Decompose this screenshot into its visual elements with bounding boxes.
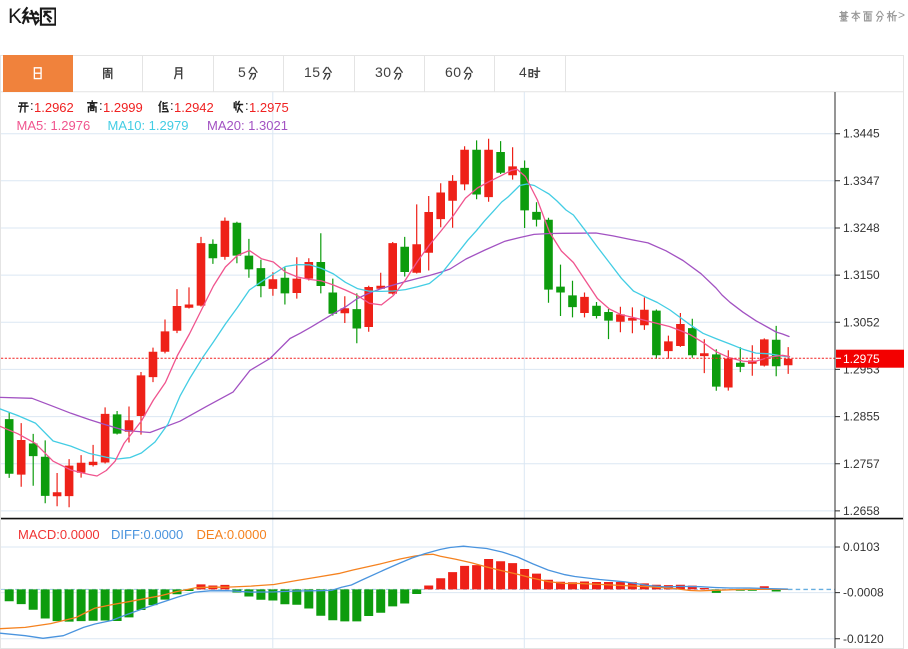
svg-text:>: > [898, 9, 905, 22]
svg-text:5: 5 [238, 65, 246, 80]
svg-text:-0.0120: -0.0120 [843, 632, 884, 646]
svg-text::: : [170, 99, 174, 113]
svg-text:1.2658: 1.2658 [843, 504, 880, 518]
svg-text:1.2855: 1.2855 [843, 410, 880, 424]
svg-text:K: K [8, 5, 22, 28]
svg-text::: : [245, 99, 249, 113]
svg-text:5: 5 [312, 65, 320, 80]
svg-text:1.3347: 1.3347 [843, 174, 880, 188]
svg-text:4: 4 [519, 65, 527, 80]
svg-text:6: 6 [445, 65, 453, 80]
svg-text:-0.0008: -0.0008 [843, 586, 884, 600]
svg-text:1.3150: 1.3150 [843, 268, 880, 282]
svg-text::: : [99, 99, 103, 113]
svg-text:1.3248: 1.3248 [843, 221, 880, 235]
svg-text:3: 3 [375, 65, 383, 80]
svg-text::: : [30, 99, 34, 113]
svg-text:1.3445: 1.3445 [843, 127, 880, 141]
svg-text:1.3052: 1.3052 [843, 315, 880, 329]
svg-text:0: 0 [383, 65, 391, 80]
svg-text:0.0103: 0.0103 [843, 540, 880, 554]
svg-text:1.2975: 1.2975 [843, 352, 880, 366]
svg-text:1: 1 [304, 65, 312, 80]
svg-text:0: 0 [453, 65, 461, 80]
svg-text:1.2757: 1.2757 [843, 457, 880, 471]
